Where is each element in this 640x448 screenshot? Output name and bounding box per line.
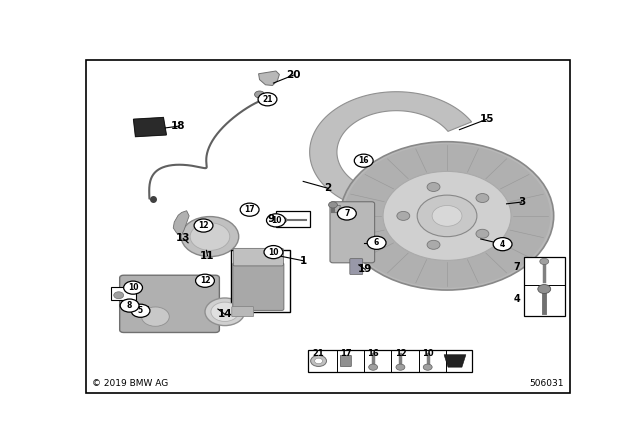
Circle shape [427, 182, 440, 191]
Text: 16: 16 [367, 349, 379, 358]
FancyBboxPatch shape [111, 287, 136, 301]
Circle shape [383, 172, 511, 260]
Circle shape [196, 274, 214, 287]
FancyBboxPatch shape [308, 350, 472, 372]
Polygon shape [134, 117, 166, 137]
Circle shape [240, 203, 259, 216]
Circle shape [540, 258, 548, 264]
Text: 1: 1 [300, 256, 307, 266]
Text: 17: 17 [244, 205, 255, 214]
Text: © 2019 BMW AG: © 2019 BMW AG [92, 379, 169, 388]
FancyBboxPatch shape [330, 202, 374, 263]
Circle shape [397, 211, 410, 220]
Text: 4: 4 [500, 240, 505, 249]
Circle shape [181, 216, 239, 257]
Polygon shape [173, 211, 189, 235]
Circle shape [114, 292, 124, 299]
FancyBboxPatch shape [231, 250, 290, 313]
Circle shape [141, 307, 169, 326]
Text: 13: 13 [176, 233, 191, 243]
Circle shape [266, 214, 285, 227]
Circle shape [340, 142, 554, 290]
Text: 4: 4 [514, 294, 520, 304]
Circle shape [476, 229, 489, 238]
Circle shape [328, 202, 337, 208]
Circle shape [369, 364, 378, 370]
Circle shape [538, 284, 550, 293]
Circle shape [120, 299, 139, 312]
Circle shape [493, 237, 512, 251]
FancyBboxPatch shape [524, 257, 564, 316]
Circle shape [211, 302, 239, 322]
Text: 21: 21 [313, 349, 324, 358]
Circle shape [205, 298, 244, 326]
Circle shape [124, 281, 143, 294]
Circle shape [264, 246, 283, 258]
Text: 3: 3 [518, 197, 525, 207]
Text: 18: 18 [171, 121, 186, 131]
Text: 10: 10 [128, 283, 138, 292]
FancyBboxPatch shape [233, 263, 284, 310]
Circle shape [194, 219, 213, 232]
Text: 12: 12 [200, 276, 211, 285]
Text: 5: 5 [138, 306, 143, 315]
FancyBboxPatch shape [276, 211, 310, 227]
Circle shape [396, 364, 405, 370]
Text: 20: 20 [286, 70, 301, 80]
Text: 10: 10 [271, 216, 281, 225]
Text: 16: 16 [358, 156, 369, 165]
Circle shape [476, 194, 489, 202]
Circle shape [315, 358, 323, 364]
Circle shape [190, 223, 230, 250]
Text: 10: 10 [268, 248, 278, 257]
Circle shape [344, 144, 550, 288]
Polygon shape [310, 92, 472, 212]
FancyBboxPatch shape [340, 355, 351, 366]
Text: 8: 8 [127, 301, 132, 310]
Circle shape [427, 240, 440, 249]
Circle shape [367, 236, 386, 250]
Text: 14: 14 [218, 309, 232, 319]
Text: 17: 17 [340, 349, 351, 358]
Polygon shape [333, 206, 340, 212]
FancyBboxPatch shape [350, 258, 363, 275]
Circle shape [255, 91, 264, 98]
Circle shape [278, 217, 287, 223]
FancyBboxPatch shape [120, 275, 220, 332]
Circle shape [432, 206, 462, 226]
Text: 19: 19 [358, 264, 372, 274]
Circle shape [310, 355, 326, 366]
Text: 7: 7 [514, 262, 520, 272]
Text: 12: 12 [394, 349, 406, 358]
Text: 11: 11 [200, 250, 215, 261]
Circle shape [131, 304, 150, 317]
Text: 15: 15 [479, 114, 494, 124]
Text: 10: 10 [422, 349, 433, 358]
Circle shape [417, 195, 477, 237]
Circle shape [337, 207, 356, 220]
Polygon shape [259, 71, 280, 86]
Text: 12: 12 [198, 221, 209, 230]
Text: 21: 21 [262, 95, 273, 104]
Circle shape [258, 93, 277, 106]
FancyBboxPatch shape [233, 248, 284, 266]
Text: 2: 2 [324, 183, 332, 193]
Circle shape [423, 364, 432, 370]
Polygon shape [444, 355, 466, 367]
FancyBboxPatch shape [232, 306, 253, 317]
Text: 6: 6 [374, 238, 380, 247]
Text: 9: 9 [268, 214, 275, 224]
Text: 506031: 506031 [529, 379, 564, 388]
Circle shape [355, 154, 373, 167]
Text: 7: 7 [344, 209, 349, 218]
